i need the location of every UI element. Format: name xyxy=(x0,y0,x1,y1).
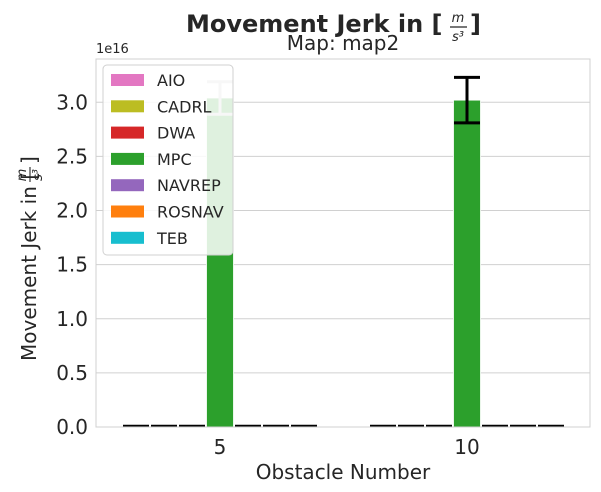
x-tick-label: 5 xyxy=(214,435,227,459)
y-axis-ticks: 0.0 0.5 1.0 1.5 2.0 2.5 3.0 xyxy=(56,90,88,439)
y-tick-label: 2.0 xyxy=(56,199,88,223)
chart-title-suffix: ] xyxy=(470,10,481,38)
y-tick-label: 1.5 xyxy=(56,253,88,277)
legend-swatch-mpc xyxy=(111,152,144,165)
legend-label-teb: TEB xyxy=(156,229,188,248)
y-tick-label: 1.0 xyxy=(56,307,88,331)
legend-label-dwa: DWA xyxy=(157,124,195,143)
legend-swatch-cadrl xyxy=(111,100,144,113)
chart-title-text: Movement Jerk in [ xyxy=(186,10,443,38)
y-axis-label-fraction-denominator: s³ xyxy=(31,169,46,181)
legend-label-mpc: MPC xyxy=(157,150,192,169)
legend-swatch-aio xyxy=(111,74,144,86)
y-axis-label-text: Movement Jerk in [ xyxy=(17,172,41,361)
legend-swatch-rosnav xyxy=(111,205,144,218)
chart-title-fraction-numerator: m xyxy=(452,11,465,26)
legend-label-navrep: NAVREP xyxy=(157,176,221,195)
y-axis-label: Movement Jerk in [ m s³ ] xyxy=(15,156,46,361)
y-offset-label: 1e16 xyxy=(96,42,129,57)
y-axis-label-suffix: ] xyxy=(17,156,41,164)
chart-title: Movement Jerk in [ m s³ ] xyxy=(186,10,481,45)
plot-frame xyxy=(95,58,591,428)
y-tick-label: 3.0 xyxy=(56,90,88,114)
legend-swatch-dwa xyxy=(111,126,144,139)
chart-title-fraction-denominator: s³ xyxy=(452,30,464,45)
bar-mpc-10 xyxy=(453,99,481,428)
y-axis-label-fraction-numerator: m xyxy=(15,169,30,182)
x-axis-ticks: 5 10 xyxy=(214,435,480,459)
x-axis-label: Obstacle Number xyxy=(256,460,431,484)
y-tick-label: 0.0 xyxy=(56,415,88,439)
bars xyxy=(206,97,481,428)
chart-subtitle: Map: map2 xyxy=(287,31,399,55)
x-tick-label: 10 xyxy=(454,435,479,459)
legend: AIO CADRL DWA MPC NAVREP ROSNAV TEB xyxy=(102,64,234,256)
y-tick-label: 0.5 xyxy=(56,361,88,385)
legend-label-cadrl: CADRL xyxy=(157,97,212,116)
legend-label-aio: AIO xyxy=(157,71,185,90)
legend-swatch-navrep xyxy=(111,179,144,192)
legend-items: AIO CADRL DWA MPC NAVREP ROSNAV TEB xyxy=(111,71,224,248)
legend-label-rosnav: ROSNAV xyxy=(157,203,224,222)
legend-swatch-teb xyxy=(111,231,144,244)
y-tick-label: 2.5 xyxy=(56,144,88,168)
